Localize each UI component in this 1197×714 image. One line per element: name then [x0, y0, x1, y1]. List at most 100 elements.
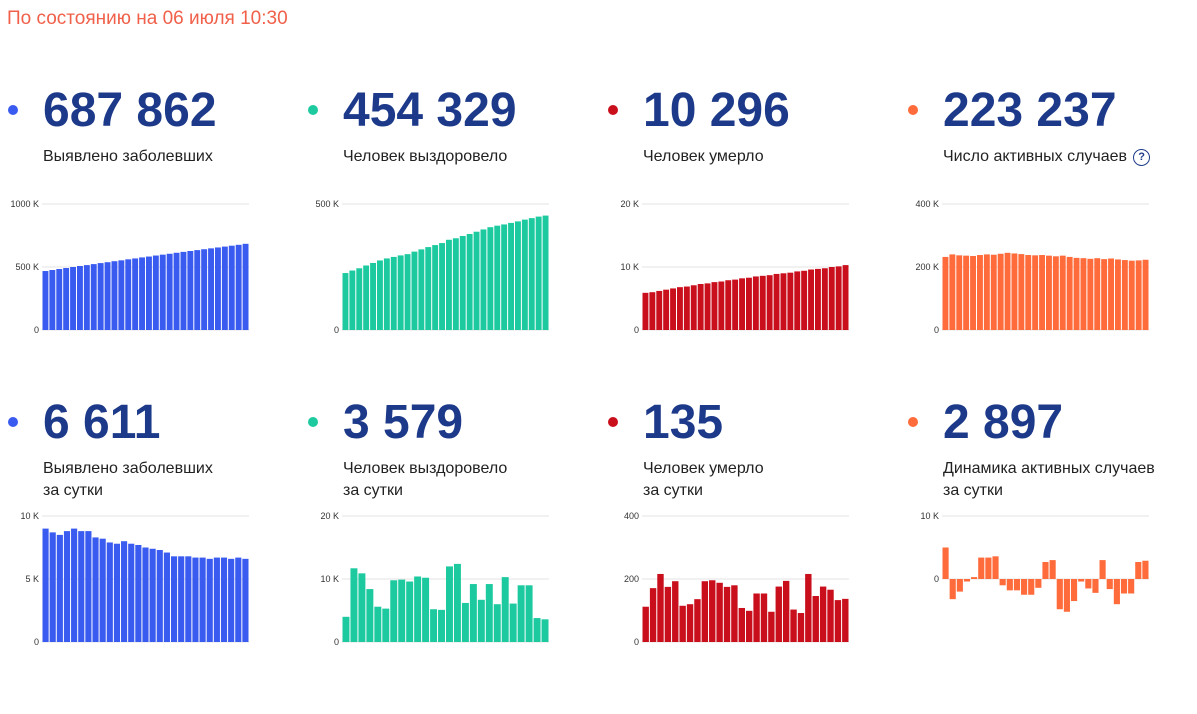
y-tick-label: 0: [334, 637, 339, 647]
help-icon[interactable]: ?: [1133, 149, 1151, 166]
bar: [956, 255, 963, 330]
x-axis-end-label: 6 июля: [536, 653, 565, 654]
bar: [422, 577, 430, 642]
stat-label: Выявлено заболевших: [43, 146, 213, 168]
stat-card-cases-daily: 6 611 Выявлено заболевших за сутки 0 5 K 10 K…: [8, 394, 268, 714]
bar: [657, 573, 664, 642]
bar: [139, 257, 145, 330]
y-tick-label: 5 K: [25, 574, 39, 584]
stat-label: Человек умерло за сутки: [643, 458, 764, 502]
bar: [83, 265, 90, 330]
bar: [1006, 579, 1013, 591]
bar: [425, 247, 432, 330]
bar: [642, 292, 649, 330]
bar: [664, 586, 672, 642]
bar: [418, 249, 425, 330]
bar: [670, 288, 676, 330]
bar: [971, 577, 978, 579]
bar: [1092, 579, 1099, 593]
stat-label-line: Человек выздоровело: [343, 460, 508, 477]
bar: [805, 573, 812, 642]
y-tick-label: 0: [34, 637, 39, 647]
bar: [125, 259, 132, 330]
bar: [358, 573, 366, 642]
x-axis-end-label: 6 июля: [236, 341, 265, 342]
bar: [1121, 260, 1128, 330]
bar: [677, 287, 683, 330]
bar: [1087, 258, 1094, 330]
bar: [1049, 560, 1056, 579]
y-tick-label: 10 K: [920, 511, 939, 521]
bar: [1032, 255, 1039, 330]
bar: [70, 267, 76, 330]
x-axis-end-label: 6 июля: [1136, 653, 1165, 654]
y-tick-label: 500 K: [15, 262, 39, 272]
bar: [1039, 255, 1045, 330]
bar-chart: 0 10 K 20 K 7 июня 6 июля: [620, 199, 865, 342]
bar: [732, 279, 739, 330]
bar: [128, 543, 135, 642]
bar: [446, 566, 453, 642]
bar: [104, 262, 111, 330]
stat-label-line: Человек выздоровело: [343, 148, 508, 165]
bar: [985, 557, 992, 579]
bar: [439, 243, 445, 330]
x-axis-end-label: 6 июля: [536, 341, 565, 342]
bar: [469, 584, 477, 642]
bar: [992, 556, 999, 579]
bar: [1080, 258, 1087, 330]
bar: [132, 258, 139, 330]
y-tick-label: 10 K: [320, 574, 339, 584]
bar: [970, 255, 976, 330]
bar: [766, 275, 773, 330]
stat-label-line: за сутки: [643, 482, 703, 499]
bar: [812, 596, 819, 642]
bar: [397, 255, 404, 330]
bar: [370, 262, 376, 330]
bar: [739, 278, 745, 330]
bar: [1028, 579, 1035, 595]
bar: [213, 557, 220, 642]
legend-dot: [308, 105, 318, 115]
bar: [1059, 255, 1066, 330]
legend-dot: [908, 105, 918, 115]
stat-label-line: Выявлено заболевших: [43, 460, 213, 477]
bar: [1085, 579, 1092, 589]
bar: [452, 238, 459, 330]
bar: [406, 581, 414, 642]
bar: [842, 598, 849, 642]
bar: [146, 256, 152, 330]
bar: [746, 277, 752, 330]
bar: [118, 260, 125, 330]
stat-label-line: Человек умерло: [643, 460, 764, 477]
legend-dot: [8, 417, 18, 427]
stat-card-cases-total: 687 862 Выявлено заболевших 0 500 K 1000 K 7 …: [8, 82, 268, 402]
bar: [1142, 560, 1149, 579]
bar: [704, 283, 711, 330]
bar: [656, 290, 663, 330]
bar: [752, 276, 759, 330]
bar: [142, 547, 149, 642]
stat-card-recovered-daily: 3 579 Человек выздоровело за сутки 0 10 K 20 …: [308, 394, 568, 714]
bar: [63, 268, 70, 330]
bar: [808, 269, 814, 330]
bar: [501, 577, 509, 642]
bar: [1011, 253, 1018, 330]
bar: [485, 584, 493, 642]
bar: [1128, 260, 1135, 330]
bar: [790, 609, 797, 642]
bar: [493, 604, 501, 642]
bar-chart: 0 500 K 1000 K 7 июня 6 июля: [10, 199, 265, 342]
bar: [242, 243, 249, 330]
bar: [797, 613, 805, 642]
bar: [49, 270, 56, 330]
bar: [404, 254, 411, 330]
bar: [649, 588, 657, 642]
bar: [1106, 579, 1113, 590]
bar: [1135, 260, 1142, 330]
bar: [438, 609, 446, 642]
bar: [477, 599, 485, 642]
stat-label-line: за сутки: [943, 482, 1003, 499]
bar: [942, 547, 949, 579]
bar: [149, 548, 156, 642]
